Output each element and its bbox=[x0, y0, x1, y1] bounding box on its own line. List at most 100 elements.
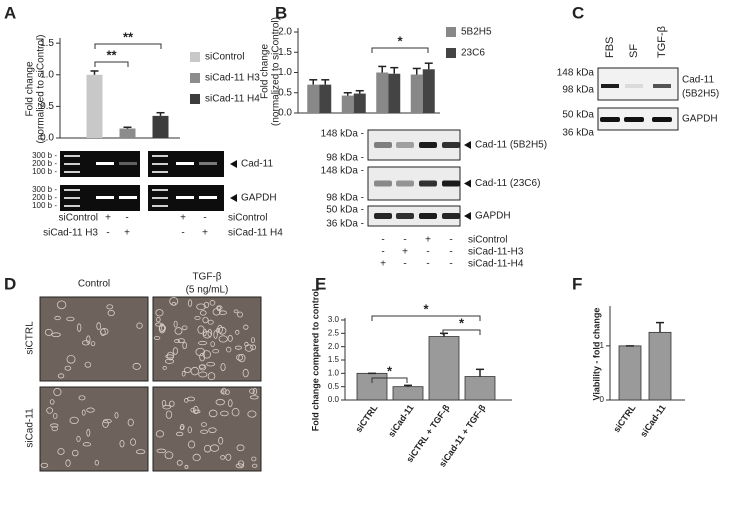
y-tick-label: 1.0 bbox=[278, 67, 292, 78]
band-label: (5B2H5) bbox=[682, 89, 719, 100]
cell bbox=[107, 309, 115, 317]
cell bbox=[250, 344, 257, 351]
cell bbox=[53, 387, 62, 397]
cell bbox=[198, 364, 206, 369]
condition-label: siCad-11-H3 bbox=[468, 247, 524, 258]
legend-label: siCad-11 H3 bbox=[205, 73, 260, 84]
condition-sign: - bbox=[426, 259, 429, 270]
legend-label: 5B2H5 bbox=[461, 27, 492, 38]
cell bbox=[234, 345, 242, 350]
blot-band bbox=[652, 117, 672, 122]
bar bbox=[152, 115, 169, 138]
arrow bbox=[230, 160, 237, 168]
x-tick-label: siCTRL bbox=[353, 402, 380, 434]
cell bbox=[225, 453, 232, 461]
cell bbox=[175, 431, 184, 437]
blot-band bbox=[374, 142, 392, 148]
cell bbox=[164, 358, 175, 364]
blot-band bbox=[653, 84, 671, 88]
x-tick-label: siCad-11 bbox=[638, 403, 667, 439]
blot-band bbox=[374, 180, 392, 187]
cell bbox=[54, 315, 61, 321]
condition-sign: + bbox=[105, 213, 111, 224]
cell bbox=[252, 463, 258, 468]
column-label: (5 ng/mL) bbox=[186, 285, 229, 296]
y-tick-label: 0.0 bbox=[40, 133, 54, 144]
cell bbox=[119, 439, 125, 448]
cell bbox=[155, 322, 163, 327]
blot-band bbox=[442, 142, 460, 148]
significance-label: * bbox=[387, 363, 393, 378]
cell bbox=[40, 462, 49, 468]
y-tick-label: 1 bbox=[600, 341, 605, 350]
condition-sign: - bbox=[181, 228, 184, 239]
condition-sign: - bbox=[106, 228, 109, 239]
cell bbox=[235, 329, 240, 335]
size-marker: 98 kDa - bbox=[326, 153, 364, 164]
cell bbox=[132, 362, 141, 370]
cell bbox=[84, 361, 92, 368]
size-marker: 50 kDa - bbox=[326, 205, 364, 216]
blot-band bbox=[419, 180, 437, 187]
cell bbox=[162, 404, 171, 410]
cell bbox=[198, 371, 208, 378]
size-marker: 100 b - bbox=[32, 167, 57, 176]
lane-label: FBS bbox=[604, 37, 616, 58]
cell bbox=[77, 323, 82, 332]
blot-band bbox=[396, 180, 414, 187]
cell bbox=[236, 444, 245, 452]
condition-sign: - bbox=[203, 213, 206, 224]
condition-sign: + bbox=[202, 228, 208, 239]
cell bbox=[130, 438, 137, 446]
bar bbox=[410, 74, 423, 113]
cell bbox=[250, 337, 255, 343]
blot-band bbox=[419, 142, 437, 148]
cell bbox=[174, 339, 180, 344]
cell bbox=[100, 327, 109, 336]
bar bbox=[376, 72, 389, 113]
condition-sign: - bbox=[449, 235, 452, 246]
cell bbox=[65, 459, 71, 467]
cell bbox=[49, 399, 55, 405]
ladder-band bbox=[64, 163, 80, 165]
bar bbox=[86, 74, 103, 138]
blot-band bbox=[374, 213, 392, 219]
y-tick-label: 0.5 bbox=[328, 382, 340, 391]
row-label: siCTRL bbox=[25, 321, 36, 355]
cell bbox=[220, 363, 226, 372]
cell bbox=[66, 354, 76, 364]
band-label: Cad-11 bbox=[241, 159, 273, 170]
condition-sign: + bbox=[124, 228, 130, 239]
cell bbox=[244, 344, 254, 352]
ladder-band bbox=[152, 171, 168, 173]
cell bbox=[207, 319, 214, 325]
cell bbox=[247, 410, 257, 418]
cell bbox=[221, 387, 227, 395]
cell bbox=[208, 409, 218, 418]
cell bbox=[164, 451, 174, 460]
bar bbox=[464, 376, 496, 401]
cell bbox=[71, 449, 79, 457]
cell bbox=[181, 370, 186, 377]
micrograph bbox=[39, 386, 149, 472]
cell bbox=[51, 426, 58, 432]
gel-band bbox=[96, 196, 114, 199]
condition-sign: + bbox=[425, 235, 431, 246]
condition-sign: - bbox=[125, 213, 128, 224]
blot-band bbox=[624, 117, 644, 122]
size-marker: 100 b - bbox=[32, 201, 57, 210]
bar bbox=[648, 331, 672, 401]
cell bbox=[181, 325, 188, 331]
gel-band bbox=[96, 162, 114, 165]
cell bbox=[227, 334, 233, 342]
cell bbox=[156, 316, 161, 323]
condition-sign: - bbox=[449, 247, 452, 258]
cell bbox=[235, 463, 245, 469]
significance-label: * bbox=[397, 33, 403, 48]
ladder-band bbox=[152, 163, 168, 165]
cell bbox=[57, 373, 65, 379]
cell bbox=[237, 460, 245, 467]
size-marker: 36 kDa - bbox=[326, 219, 364, 230]
bar bbox=[392, 386, 424, 401]
